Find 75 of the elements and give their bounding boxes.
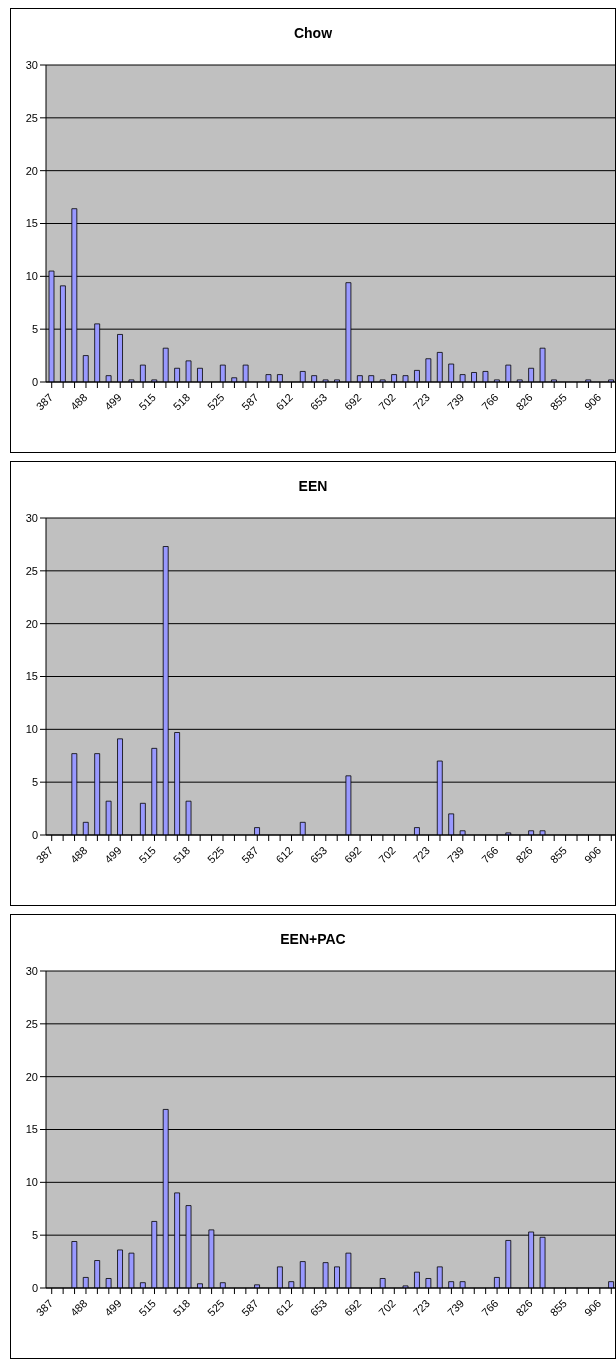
x-tick-label: 612: [273, 1296, 295, 1319]
chart-title: Chow: [292, 25, 334, 43]
x-tick-label: 766: [479, 1296, 501, 1319]
chart-title: EEN: [297, 478, 329, 496]
x-tick-label: 723: [410, 843, 433, 866]
x-tick-label: 488: [67, 843, 90, 866]
x-tick-label: 723: [410, 390, 433, 413]
x-tick-label: 653: [307, 1296, 330, 1319]
x-tick-label: 692: [342, 1296, 364, 1319]
x-tick-label: 499: [102, 1296, 124, 1319]
x-tick-label: 739: [444, 1296, 467, 1319]
x-tick-label: 723: [410, 1296, 433, 1319]
x-tick-label: 587: [239, 843, 261, 866]
x-tick-label: 488: [67, 390, 90, 413]
y-tick-label: 10: [25, 270, 38, 283]
x-tick-label: 702: [376, 390, 398, 413]
x-tick-label: 499: [102, 390, 124, 413]
x-tick-label: 518: [170, 1296, 193, 1319]
y-tick-label: 30: [25, 58, 38, 71]
x-tick-label: 826: [513, 843, 535, 866]
x-tick-label: 387: [33, 390, 56, 413]
x-tick-label: 739: [444, 390, 467, 413]
x-tick-label: 653: [307, 843, 330, 866]
y-tick-label: 25: [25, 1017, 38, 1030]
x-tick-label: 906: [581, 843, 604, 866]
y-tick-label: 15: [25, 217, 38, 230]
x-tick-label: 855: [547, 1296, 570, 1319]
chart-title: EEN+PAC: [279, 931, 347, 949]
x-tick-label: 692: [342, 390, 364, 413]
x-tick-label: 702: [376, 1296, 398, 1319]
x-tick-label: 488: [67, 1296, 90, 1319]
x-tick-label: 587: [239, 390, 261, 413]
x-tick-label: 906: [581, 390, 604, 413]
y-tick-label: 0: [31, 1281, 38, 1294]
x-tick-label: 826: [513, 1296, 535, 1319]
x-tick-label: 653: [307, 390, 330, 413]
x-tick-label: 515: [136, 1296, 158, 1319]
x-tick-label: 499: [102, 843, 124, 866]
x-tick-label: 739: [444, 843, 467, 866]
x-tick-label: 525: [205, 843, 227, 866]
x-tick-label: 692: [342, 843, 364, 866]
x-tick-label: 515: [136, 390, 158, 413]
y-tick-label: 15: [25, 670, 38, 683]
y-tick-label: 25: [25, 111, 38, 124]
y-tick-label: 0: [31, 828, 38, 841]
x-tick-label: 525: [205, 390, 227, 413]
x-tick-label: 515: [136, 843, 158, 866]
x-tick-label: 612: [273, 843, 295, 866]
y-tick-label: 5: [31, 776, 38, 789]
y-tick-label: 10: [25, 723, 38, 736]
y-tick-label: 5: [31, 323, 38, 336]
y-tick-label: 10: [25, 1176, 38, 1189]
x-tick-label: 612: [273, 390, 295, 413]
x-tick-label: 906: [581, 1296, 604, 1319]
x-tick-label: 518: [170, 843, 193, 866]
x-tick-label: 855: [547, 390, 570, 413]
x-tick-label: 702: [376, 843, 398, 866]
y-tick-label: 20: [25, 1070, 38, 1083]
x-tick-label: 387: [33, 843, 56, 866]
x-tick-label: 766: [479, 843, 501, 866]
y-tick-label: 5: [31, 1229, 38, 1242]
x-tick-label: 855: [547, 843, 570, 866]
y-tick-label: 30: [25, 511, 38, 524]
x-tick-label: 525: [205, 1296, 227, 1319]
y-tick-label: 30: [25, 964, 38, 977]
x-tick-label: 587: [239, 1296, 261, 1319]
x-tick-label: 387: [33, 1296, 56, 1319]
y-tick-label: 20: [25, 164, 38, 177]
x-tick-label: 826: [513, 390, 535, 413]
x-tick-label: 518: [170, 390, 193, 413]
y-tick-label: 0: [31, 375, 38, 388]
x-tick-label: 766: [479, 390, 501, 413]
y-tick-label: 15: [25, 1123, 38, 1136]
y-tick-label: 20: [25, 617, 38, 630]
y-tick-label: 25: [25, 564, 38, 577]
